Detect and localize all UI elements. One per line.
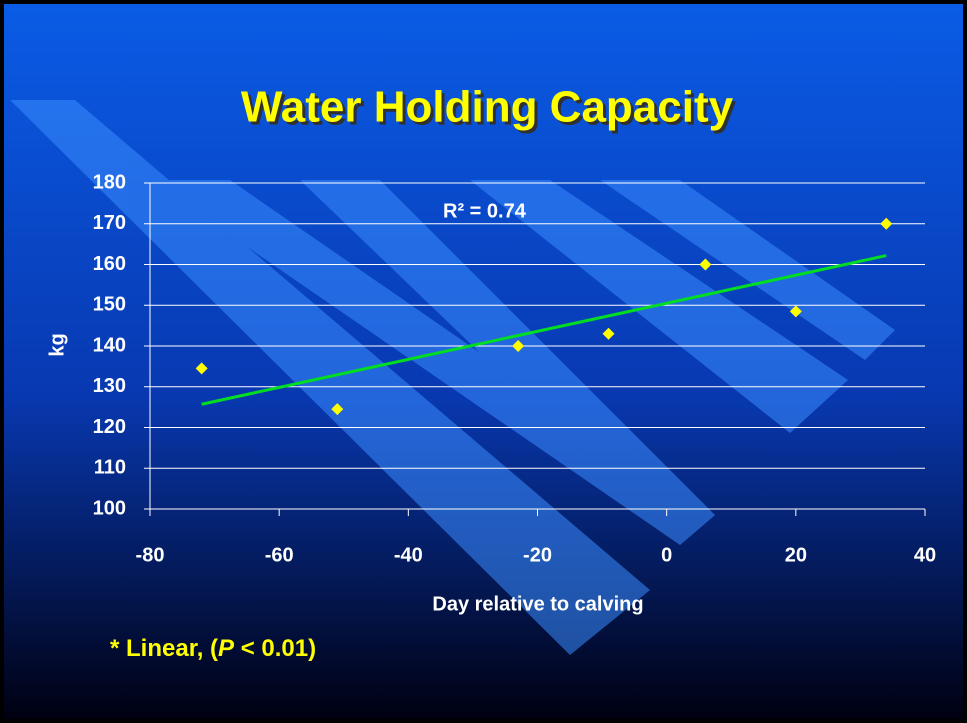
y-axis-title: kg [46, 333, 68, 356]
x-tick-label: -40 [394, 544, 423, 566]
x-tick-label: -80 [136, 544, 165, 566]
y-tick-label: 150 [93, 294, 126, 316]
x-tick-label: -60 [265, 544, 294, 566]
x-tick-label: 20 [785, 544, 807, 566]
y-tick-label: 130 [93, 375, 126, 397]
data-point [195, 362, 208, 375]
footnote-part: P [218, 635, 235, 662]
x-axis-title: Day relative to calving [432, 593, 643, 615]
data-point [789, 305, 802, 318]
y-tick-label: 100 [93, 497, 126, 519]
data-point [331, 403, 344, 416]
y-tick-label: 110 [94, 457, 126, 479]
data-point [880, 217, 893, 230]
footnote-part: < 0.01) [234, 635, 316, 662]
y-tick-label: 160 [93, 253, 126, 275]
footnote: * Linear, (P < 0.01) [110, 635, 316, 662]
x-tick-label: 0 [661, 544, 672, 566]
y-tick-label: 170 [93, 212, 126, 234]
data-point [602, 327, 615, 340]
y-tick-label: 180 [93, 171, 126, 193]
chart-title: Water Holding Capacity [241, 83, 734, 132]
footnote-part: * Linear, ( [110, 635, 218, 662]
data-point [699, 258, 712, 271]
r2-annotation: R² = 0.74 [443, 200, 527, 222]
trend-line [201, 254, 887, 406]
x-tick-label: -20 [523, 544, 552, 566]
title-shadow: Water Holding Capacity [244, 86, 737, 135]
y-tick-label: 120 [93, 416, 126, 438]
x-tick-label: 40 [914, 544, 936, 566]
y-tick-label: 140 [93, 334, 126, 356]
data-point [512, 340, 525, 352]
